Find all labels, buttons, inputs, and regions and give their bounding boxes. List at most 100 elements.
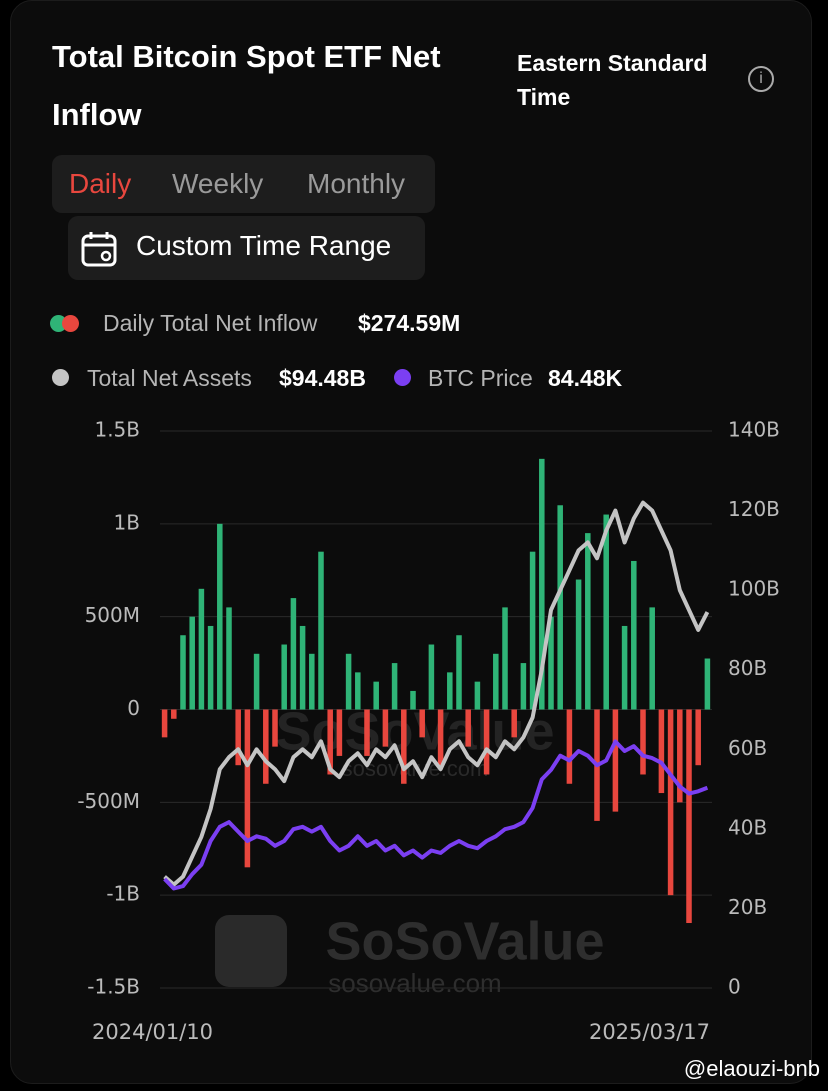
bar: [465, 709, 471, 747]
legend-swatch: [52, 369, 69, 386]
bar: [437, 709, 444, 766]
bar: [677, 709, 683, 803]
y2-tick-label: 80B: [728, 656, 767, 680]
y2-tick-label: 60B: [728, 736, 767, 760]
bar: [198, 588, 205, 710]
legend-swatch: [62, 315, 79, 332]
bar: [603, 514, 609, 710]
bar: [419, 709, 425, 738]
y-tick-label: 0: [127, 696, 140, 720]
x-tick-label: 2025/03/17: [589, 1020, 710, 1044]
tab[interactable]: Monthly: [307, 168, 406, 199]
bar: [493, 653, 499, 710]
bar: [695, 709, 701, 766]
bar: [336, 709, 343, 756]
credit: @elaouzi-bnb: [684, 1056, 820, 1081]
y-tick-label: 1B: [114, 510, 140, 534]
watermark-logo: [215, 915, 287, 987]
bar: [244, 709, 251, 868]
legend-value: $94.48B: [279, 365, 366, 391]
bar: [161, 709, 168, 738]
bar: [373, 681, 379, 710]
bar: [520, 663, 527, 710]
bar: [391, 663, 398, 710]
bar: [180, 635, 186, 710]
legend-value: $274.59M: [358, 310, 461, 336]
bar: [658, 709, 665, 794]
bar: [327, 709, 333, 775]
bar: [566, 709, 573, 784]
y-tick-label: -1B: [106, 882, 140, 906]
bar: [253, 653, 260, 710]
y-tick-label: -1.5B: [87, 975, 140, 999]
bar: [345, 653, 352, 710]
calendar-icon: [81, 232, 117, 267]
y-tick-label: 500M: [85, 603, 140, 627]
legend-label: BTC Price: [428, 365, 533, 391]
bar: [401, 709, 407, 784]
bar: [456, 635, 462, 710]
bar: [529, 551, 536, 710]
y2-tick-label: 20B: [728, 895, 767, 919]
y-tick-label: 1.5B: [94, 418, 140, 442]
bar: [410, 690, 416, 710]
bar: [171, 709, 177, 719]
bar: [474, 681, 481, 710]
bar: [502, 607, 508, 710]
bar: [631, 560, 637, 710]
bar: [621, 625, 628, 710]
info-icon[interactable]: i: [748, 66, 774, 92]
bar: [704, 658, 711, 710]
y2-tick-label: 120B: [728, 497, 780, 521]
bar: [235, 709, 241, 766]
y2-tick-label: 40B: [728, 815, 767, 839]
bar: [290, 598, 297, 710]
x-tick-label: 2024/01/10: [92, 1020, 213, 1044]
bar: [548, 616, 554, 710]
custom-range-label: Custom Time Range: [136, 230, 392, 261]
bar: [309, 653, 315, 710]
tab-bar: Daily Weekly Monthly: [52, 155, 435, 213]
bar: [281, 644, 287, 710]
y2-tick-label: 140B: [728, 418, 780, 442]
legend-label: Daily Total Net Inflow: [103, 310, 318, 336]
bar: [272, 709, 278, 747]
bar: [355, 672, 361, 710]
bar: [318, 551, 324, 710]
watermark: SoSoValue: [325, 911, 604, 971]
title: Total Bitcoin Spot ETF Net Inflow: [52, 39, 441, 132]
bar: [447, 672, 453, 710]
legend-swatch: [394, 369, 411, 386]
tab[interactable]: Weekly: [172, 168, 264, 199]
custom-range-button[interactable]: Custom Time Range: [68, 216, 425, 280]
bar: [649, 607, 655, 710]
bar: [299, 625, 306, 710]
bar: [612, 709, 619, 812]
bar: [511, 709, 517, 738]
bar: [189, 616, 195, 710]
line: [163, 739, 709, 891]
bar: [207, 625, 214, 710]
bar: [483, 709, 490, 775]
tab[interactable]: Daily: [69, 168, 132, 199]
bar: [575, 579, 582, 710]
y2-tick-label: 0: [728, 975, 741, 999]
bar: [557, 505, 563, 710]
timezone[interactable]: Eastern Standard Time: [517, 50, 708, 110]
bar: [226, 607, 232, 710]
bar: [640, 709, 646, 775]
bar: [667, 709, 674, 896]
y2-tick-label: 100B: [728, 577, 780, 601]
bar: [382, 709, 389, 747]
legend-label: Total Net Assets: [87, 365, 252, 391]
bar: [539, 458, 545, 710]
bar: [585, 533, 591, 710]
bar: [364, 709, 370, 756]
watermark: SoSoValue: [275, 701, 554, 761]
bar: [428, 644, 435, 710]
legend-value: 84.48K: [548, 365, 623, 391]
y-tick-label: -500M: [77, 789, 140, 813]
watermark: sosovalue.com: [328, 968, 501, 998]
